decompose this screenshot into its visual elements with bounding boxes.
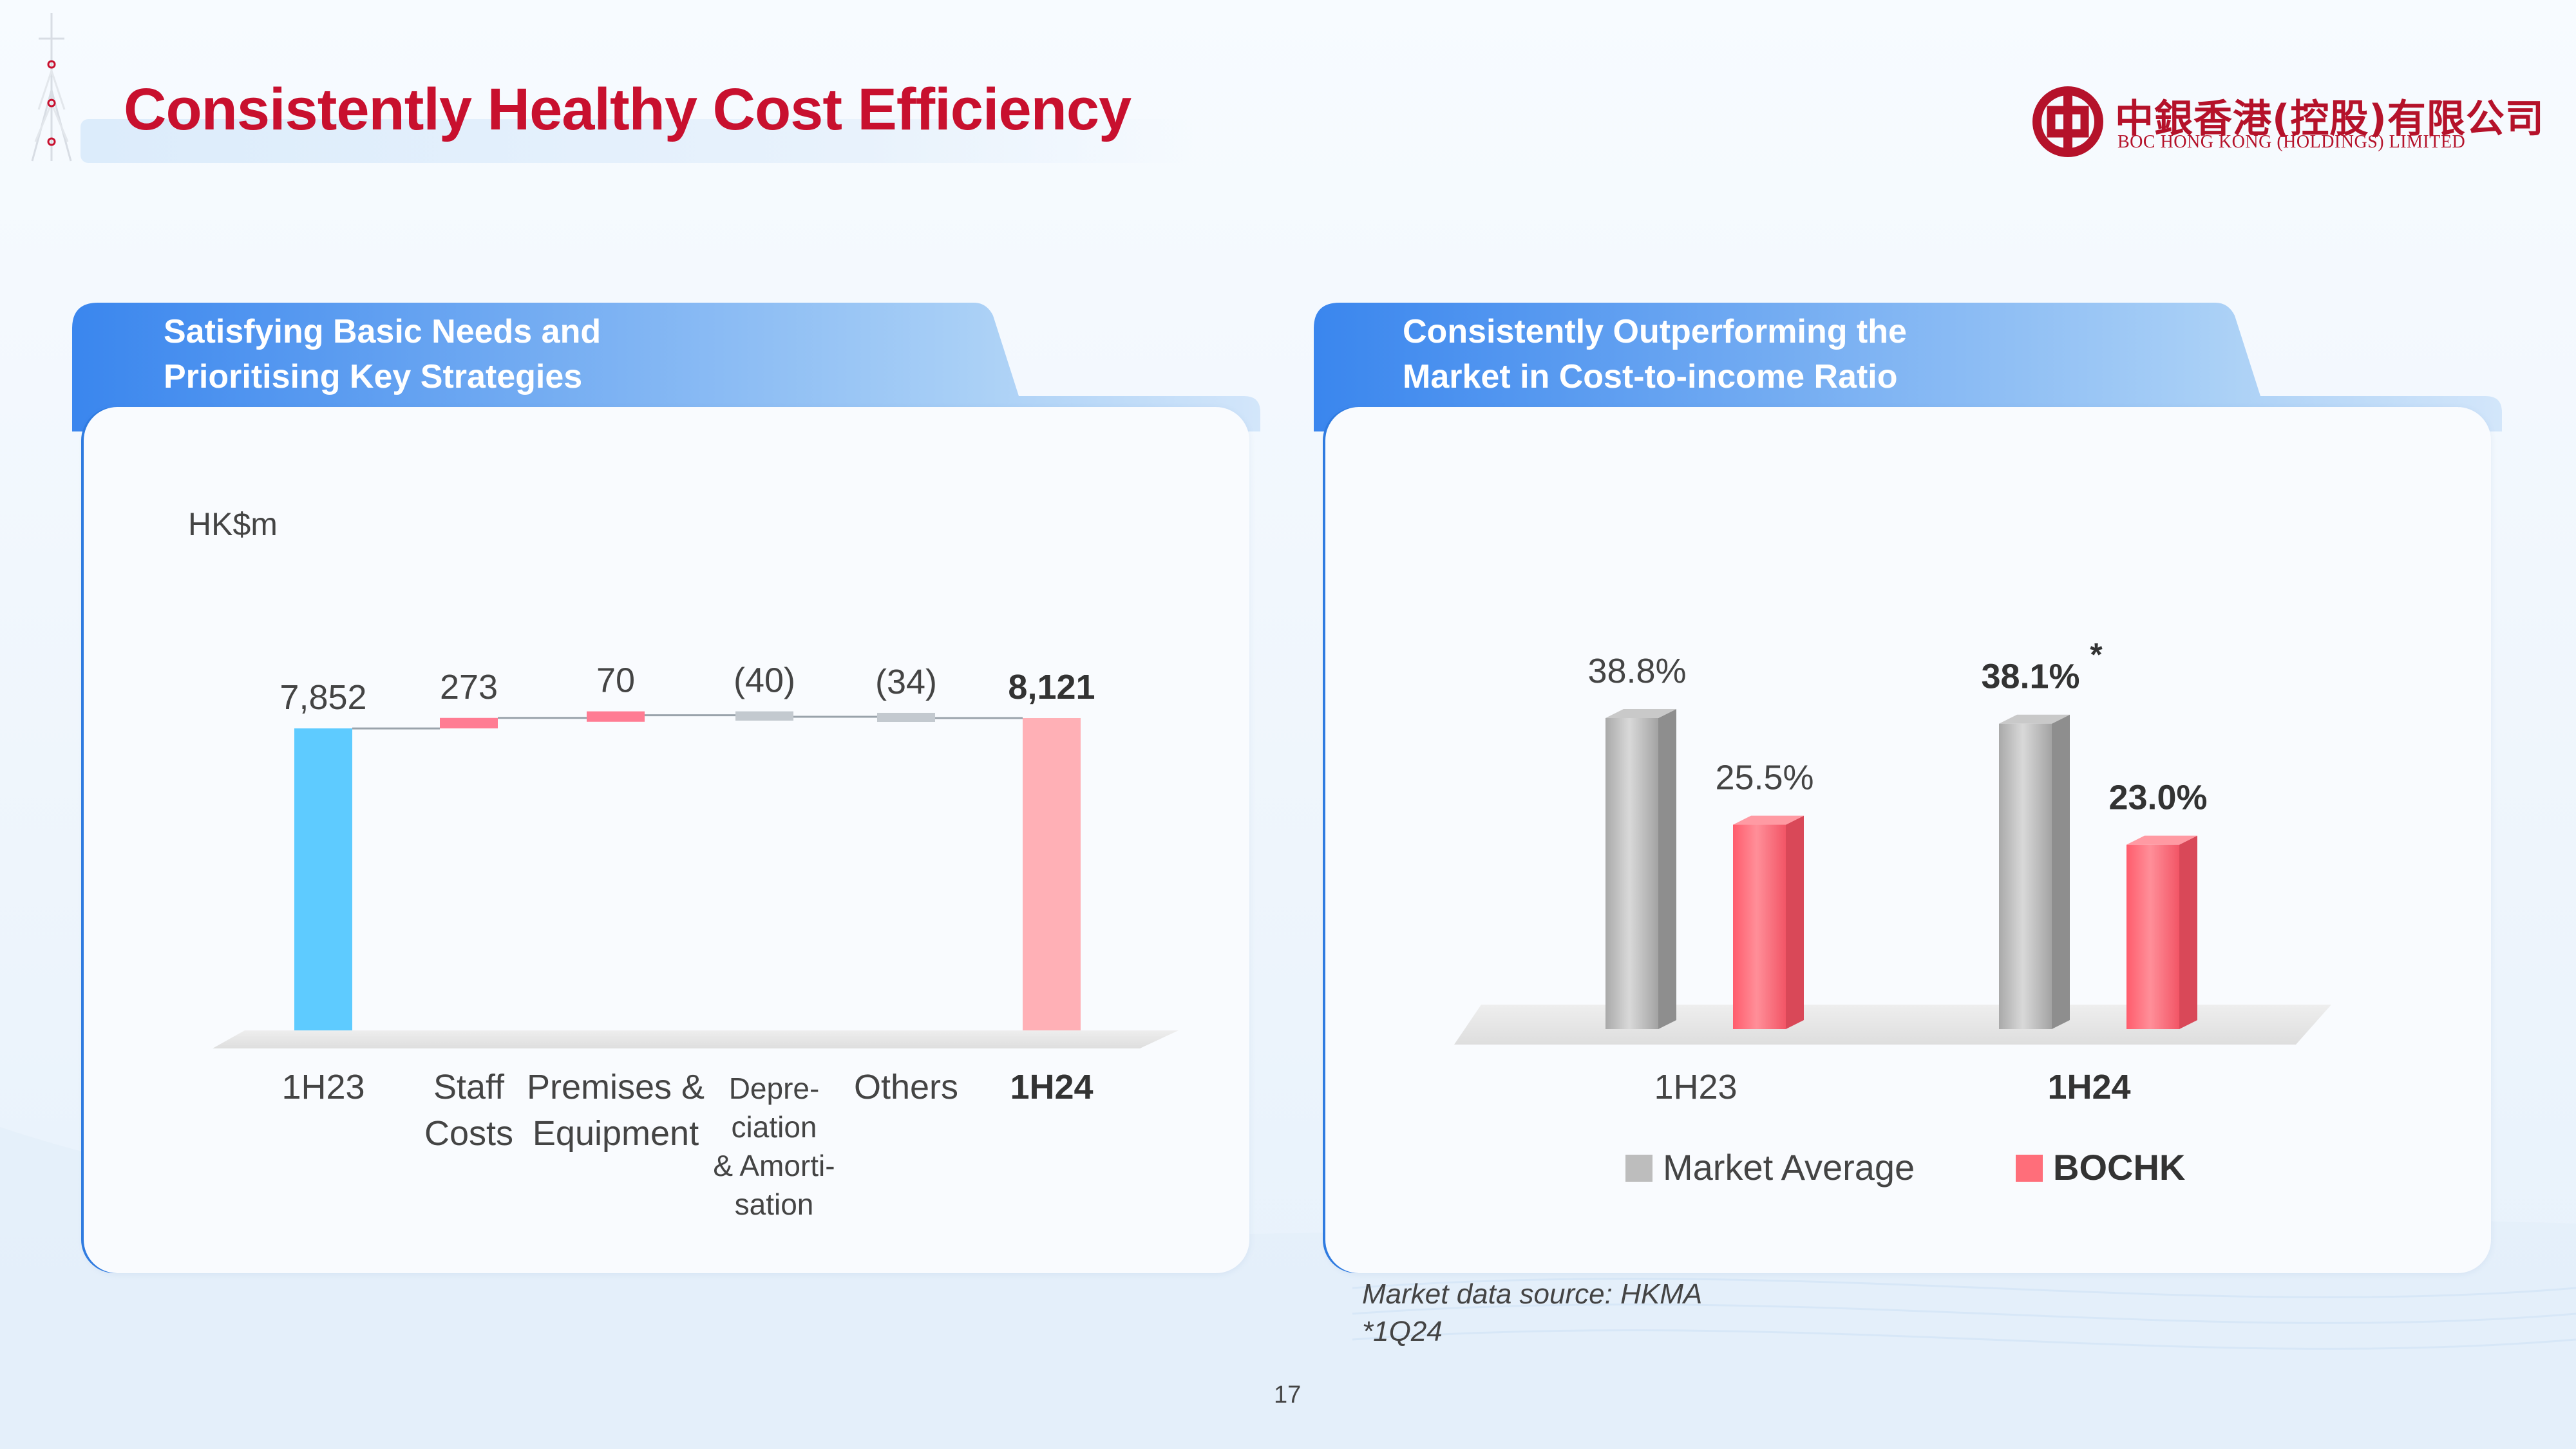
bar3d-category-label: 1H23 (1654, 1068, 1737, 1106)
waterfall-bar (587, 711, 645, 722)
bar3d-category-label: 1H24 (2047, 1068, 2130, 1106)
right-panel-body (1325, 407, 2491, 1273)
panel-tab-left (72, 303, 1260, 431)
bar3d-side (1658, 709, 1676, 1029)
cost-income-ratio-panel: Consistently Outperforming the Market in… (1314, 303, 2502, 1275)
panel-tab-right (1314, 303, 2502, 431)
waterfall-category-label: 1H24 (1010, 1068, 1093, 1106)
waterfall-category-label: Staff (433, 1068, 505, 1106)
waterfall-bar (877, 712, 935, 722)
bar3d-top (1605, 709, 1676, 718)
right-panel-title-line2: Market in Cost-to-income Ratio (1403, 358, 1898, 395)
title-underline-bar (80, 119, 1195, 163)
waterfall-bar (735, 711, 793, 721)
left-panel-title-line1: Satisfying Basic Needs and (164, 313, 601, 350)
right-panel-title: Consistently Outperforming the Market in… (1403, 309, 1907, 399)
waterfall-category-label: ciation (732, 1110, 817, 1144)
bar3d-front (1733, 824, 1786, 1029)
waterfall-value-label: (34) (875, 663, 937, 701)
bar3d-side (1786, 815, 1804, 1029)
waterfall-category-label: Others (854, 1068, 958, 1106)
legend-label: BOCHK (2053, 1147, 2185, 1188)
waterfall-value-label: 7,852 (279, 678, 366, 717)
waterfall-value-label: 8,121 (1008, 668, 1095, 706)
left-panel-title: Satisfying Basic Needs and Prioritising … (164, 309, 601, 399)
unit-label: HK$m (188, 506, 278, 542)
waterfall-bar (440, 717, 498, 729)
footnote-asterisk: *1Q24 (1362, 1316, 1443, 1347)
bar3d-top (1733, 815, 1804, 825)
right-panel-title-line1: Consistently Outperforming the (1403, 313, 1907, 350)
bar3d-front (2126, 844, 2179, 1029)
bar3d-front (1605, 718, 1658, 1029)
waterfall-category-label: 1H23 (281, 1068, 365, 1106)
waterfall-category-label: Depre- (729, 1072, 820, 1105)
bar3d-top (1999, 714, 2070, 724)
footnote-source: Market data source: HKMA (1362, 1278, 1703, 1310)
waterfall-category-label: Equipment (533, 1114, 699, 1153)
legend-swatch (2016, 1155, 2043, 1182)
asterisk-mark: * (2090, 637, 2103, 673)
legend-label: Market Average (1663, 1147, 1915, 1188)
bar3d-value-label: 38.8% (1587, 652, 1686, 690)
waterfall-category-label: & Amorti- (713, 1149, 835, 1182)
bar3d-value-label: 38.1% (1981, 658, 2079, 696)
waterfall-category-label: Costs (424, 1114, 513, 1153)
waterfall-category-label: sation (735, 1188, 814, 1221)
page-title: Consistently Healthy Cost Efficiency (124, 77, 1132, 142)
waterfall-bar (1023, 718, 1081, 1030)
waterfall-value-label: 70 (596, 661, 635, 700)
bar3d-side (2052, 714, 2070, 1029)
left-panel-title-line2: Prioritising Key Strategies (164, 358, 583, 395)
company-name-english: BOC HONG KONG (HOLDINGS) LIMITED (2117, 132, 2466, 152)
bar3d-value-label: 23.0% (2108, 779, 2207, 817)
boc-logo-icon (2032, 86, 2103, 157)
bar3d-side (2179, 835, 2197, 1029)
waterfall-value-label: (40) (734, 661, 795, 700)
tower-decoration-icon (31, 13, 72, 162)
waterfall-floor (213, 1030, 1179, 1048)
waterfall-value-label: 273 (440, 668, 498, 706)
waterfall-category-label: Premises & (527, 1068, 705, 1106)
bar3d-front (1999, 723, 2052, 1029)
waterfall-bar (294, 728, 352, 1030)
page-number: 17 (1274, 1381, 1302, 1408)
legend-swatch (1625, 1155, 1653, 1182)
bar3d-top (2126, 835, 2197, 845)
company-name-chinese: 中銀香港(控股)有限公司 (2115, 97, 2544, 142)
bar3d-floor (1454, 1005, 2331, 1045)
bar3d-value-label: 25.5% (1715, 759, 1814, 797)
